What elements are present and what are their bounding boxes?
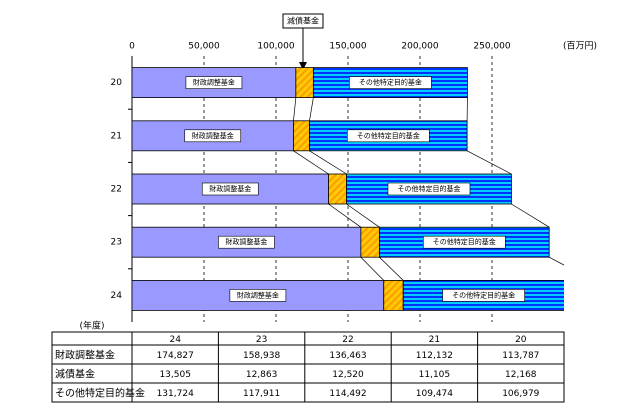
connector [293, 150, 329, 175]
segment-label: 財政調整基金 [193, 78, 235, 87]
segment-label: その他特定目的基金 [433, 237, 496, 246]
connector [309, 97, 314, 121]
segment-label: 財政調整基金 [192, 131, 234, 140]
table-header: 20 [515, 335, 527, 345]
table-cell: 136,463 [329, 351, 366, 361]
segment-label: 財政調整基金 [237, 290, 279, 299]
segment-label-box [349, 76, 432, 89]
table-cell: 109,474 [416, 389, 453, 399]
segment-label: その他特定目的基金 [357, 131, 420, 140]
table-cell: 113,787 [502, 351, 539, 361]
segment-label-box [185, 76, 243, 89]
y-tick-label: 21 [111, 131, 122, 141]
table-header: 24 [169, 335, 181, 345]
table-cell: 12,520 [332, 370, 364, 380]
y-tick-label: 23 [111, 238, 122, 248]
table-row-label: その他特定目的基金 [55, 387, 145, 400]
y-tick-label: 20 [111, 78, 123, 88]
segment-label-box [184, 129, 242, 143]
table-cell: 114,492 [329, 389, 366, 399]
table-cell: 158,938 [243, 351, 280, 361]
connector [293, 97, 297, 121]
bar-segment [293, 120, 310, 152]
connector [549, 256, 564, 266]
segment-label-box [229, 289, 287, 302]
bar-segment [360, 226, 380, 258]
table-cell: 13,505 [159, 370, 191, 380]
segment-label-box [346, 129, 430, 143]
table-cell: 174,827 [157, 351, 194, 361]
x-tick-label: 100,000 [257, 42, 294, 52]
table-cell: 131,724 [157, 389, 194, 399]
x-tick-label: 50,000 [188, 42, 220, 52]
segment-label-box [422, 235, 506, 249]
x-tick-label: 0 [129, 42, 135, 52]
connector [328, 203, 362, 228]
segment-label: その他特定目的基金 [397, 184, 460, 193]
table-cell: 11,105 [419, 370, 451, 380]
annotation: 減債基金 [287, 16, 319, 26]
connector [466, 150, 512, 175]
segment-label-box [387, 182, 471, 196]
table-cell: 117,911 [243, 389, 280, 399]
segment-label: その他特定目的基金 [452, 290, 515, 299]
table-header: 22 [342, 335, 353, 345]
table-row-label: 減債基金 [55, 368, 95, 381]
x-tick-label: 150,000 [329, 42, 366, 52]
table-header: 23 [256, 335, 267, 345]
connector [309, 150, 347, 175]
table-cell: 12,168 [505, 370, 537, 380]
x-tick-label: 250,000 [473, 42, 510, 52]
table-cell: 112,132 [416, 351, 453, 361]
connector [346, 203, 380, 228]
segment-label: その他特定目的基金 [359, 78, 422, 87]
unit-label: (百万円) [563, 41, 597, 52]
y-tick-label: 24 [111, 291, 123, 301]
bar-segment [295, 67, 314, 98]
connector [379, 256, 404, 281]
y-tick-label: 22 [111, 185, 122, 195]
x-tick-label: 200,000 [401, 42, 438, 52]
connector [360, 256, 385, 281]
segment-label-box [201, 182, 259, 196]
table-row-label: 財政調整基金 [55, 349, 115, 362]
year-label: (年度) [79, 320, 104, 332]
segment-label-box [218, 235, 275, 249]
table-header: 21 [429, 335, 440, 345]
segment-label: 財政調整基金 [225, 237, 267, 246]
segment-label-box [442, 289, 525, 302]
bar-segment [328, 173, 347, 205]
annotation-arrowhead [299, 62, 307, 70]
connector [511, 203, 550, 228]
table-cell: 106,979 [502, 389, 539, 399]
bar-segment [383, 279, 404, 311]
segment-label: 財政調整基金 [209, 184, 251, 193]
table-cell: 12,863 [246, 370, 278, 380]
